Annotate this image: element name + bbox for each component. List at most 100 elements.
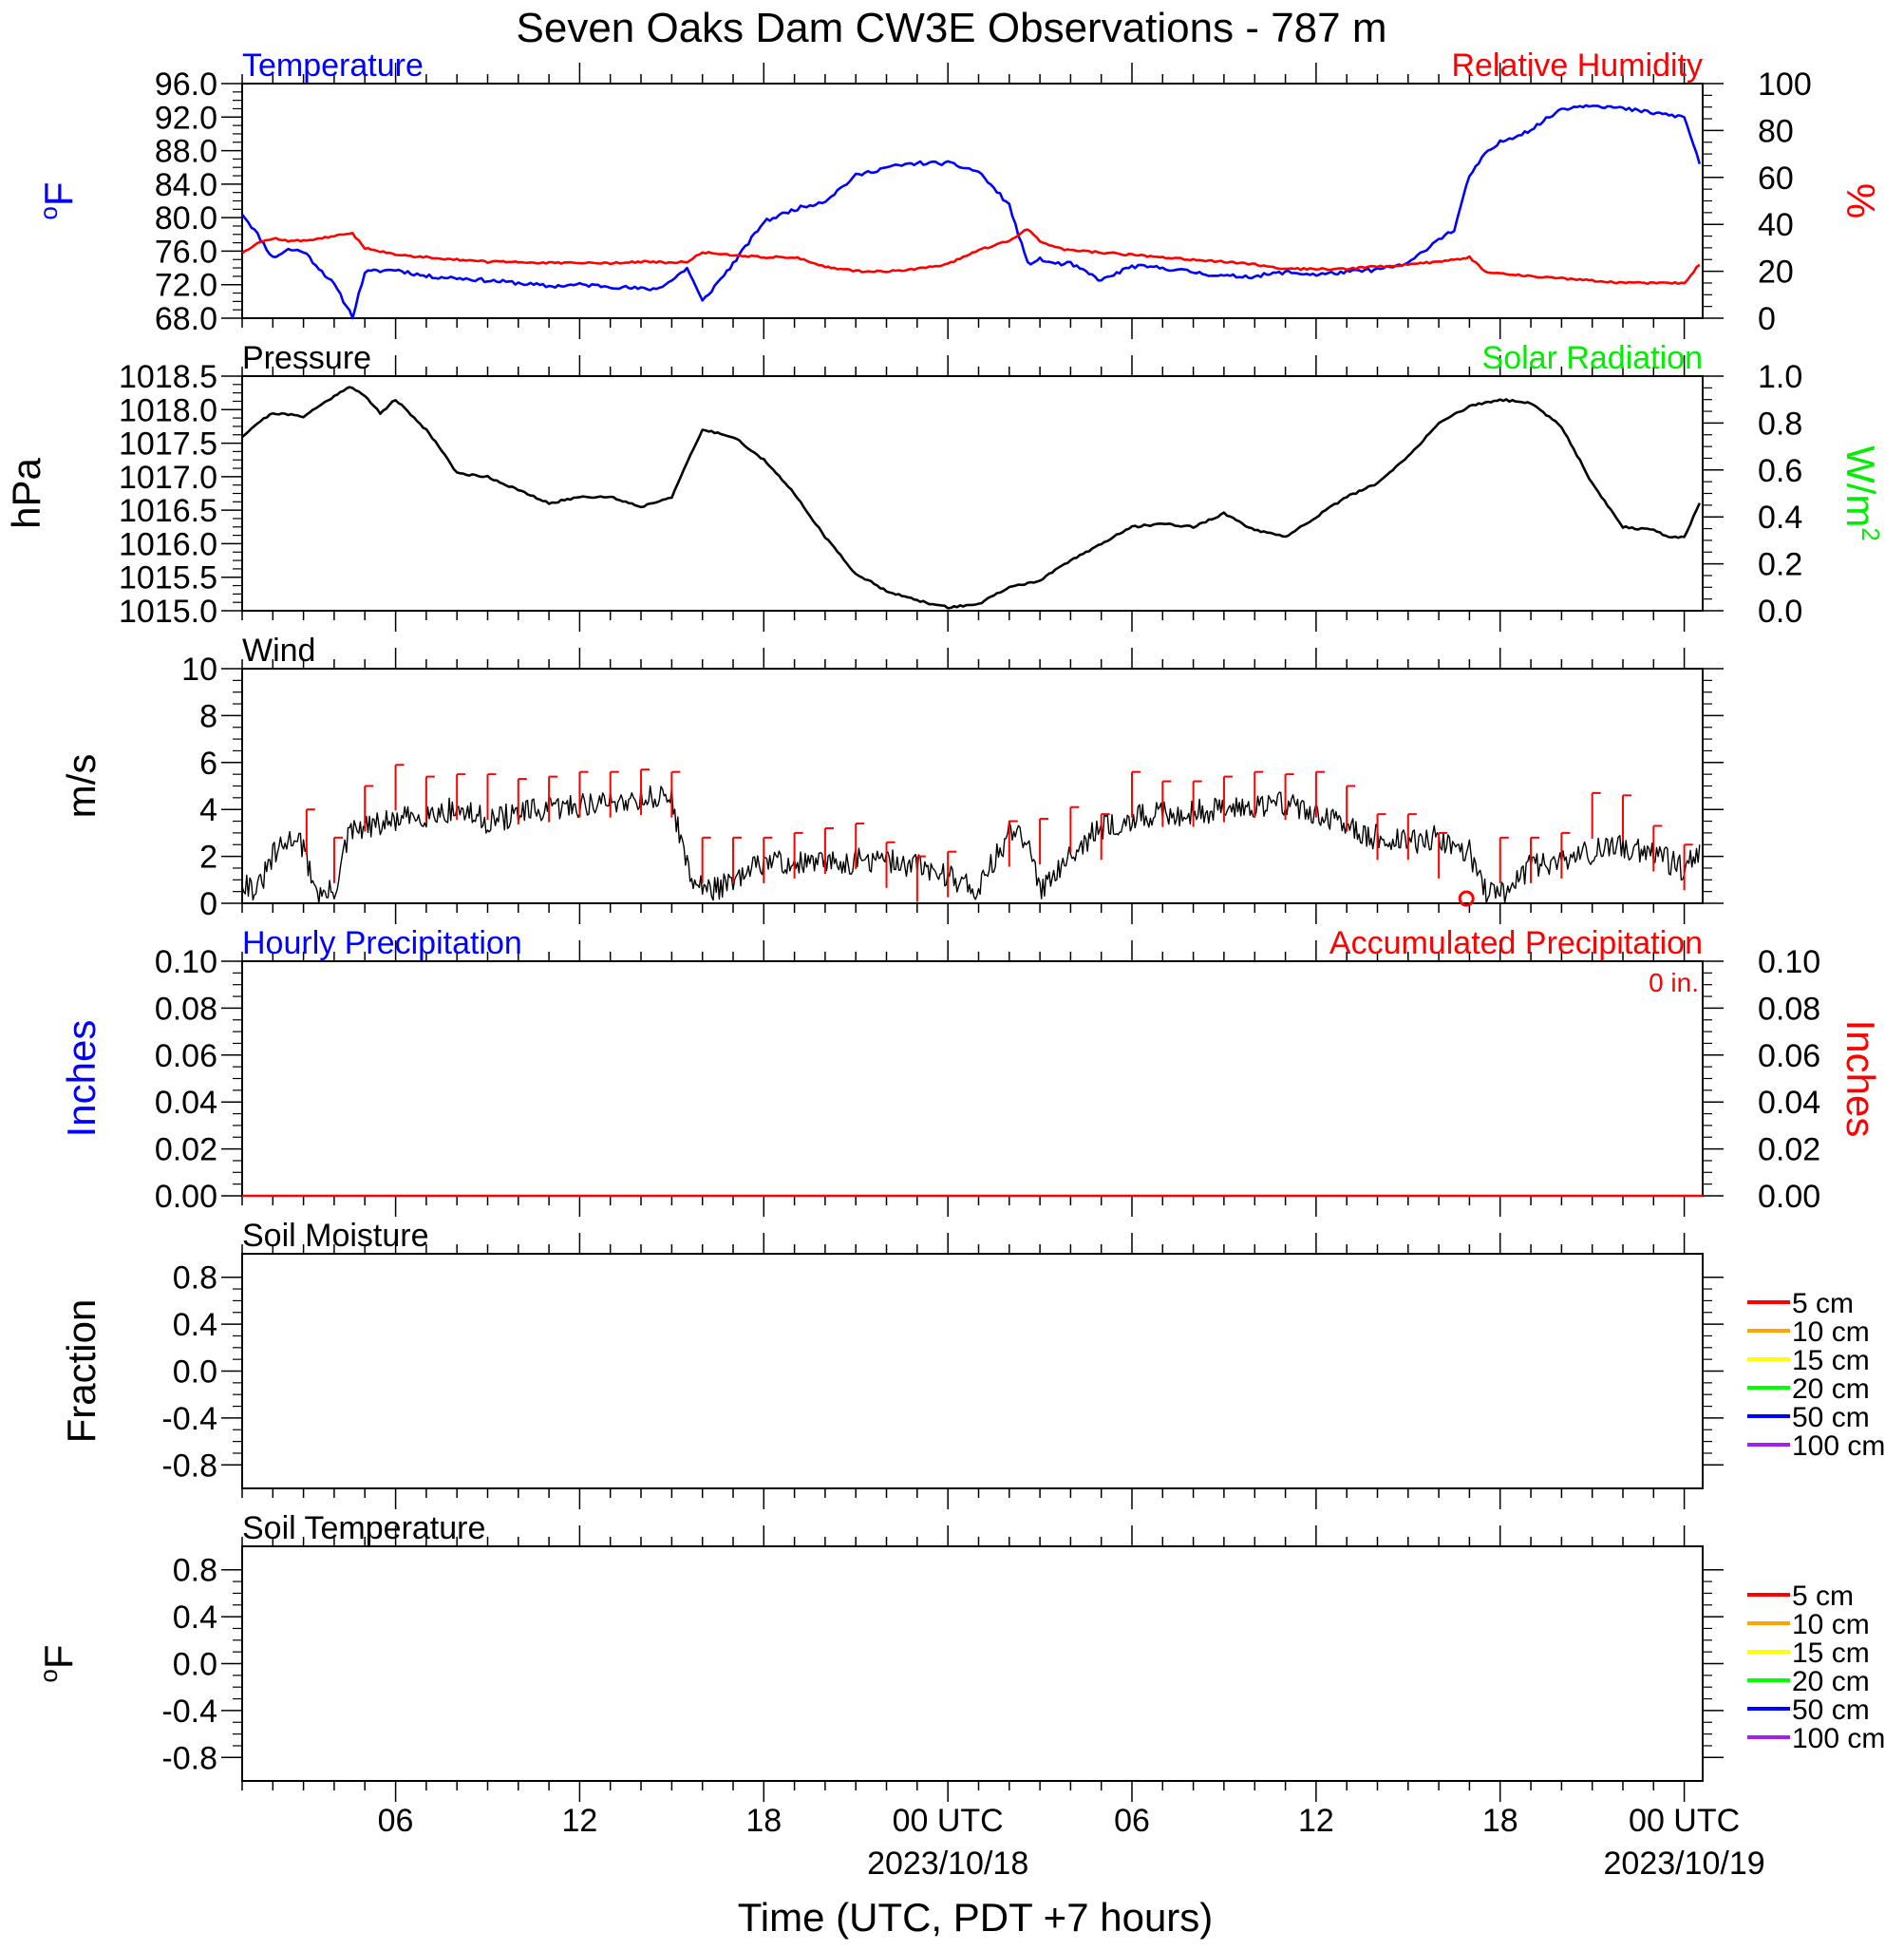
- y-tick-label: 0.10: [155, 944, 217, 980]
- y-tick-label: 96.0: [155, 66, 217, 103]
- legend-label: 15 cm: [1792, 1345, 1870, 1376]
- panel-title-left: Soil Temperature: [242, 1510, 485, 1546]
- y-tick-label: 80.0: [155, 200, 217, 237]
- y-tick-label: 1015.5: [119, 560, 217, 596]
- panel-title-right: Relative Humidity: [1451, 47, 1703, 84]
- y-right-tick-label: 0.6: [1758, 453, 1802, 489]
- panel-soil_moisture: -0.8 -0.4 0.0 0.4 0.8 Soil Moisture Fraction 5 …: [59, 1218, 1885, 1509]
- y-tick-label: 10: [181, 652, 217, 688]
- y-right-tick-label: 0.4: [1758, 500, 1802, 536]
- y-tick-label: 0.8: [173, 1553, 217, 1589]
- x-tick-label: 06: [1114, 1803, 1150, 1839]
- y-tick-label: 2: [199, 840, 217, 876]
- y-right-tick-label: 1.0: [1758, 359, 1802, 395]
- y-right-tick-label: 0.08: [1758, 991, 1820, 1027]
- x-tick-label: 00 UTC: [1629, 1803, 1740, 1839]
- legend-label: 20 cm: [1792, 1373, 1870, 1405]
- x-tick-label: 12: [1298, 1803, 1334, 1839]
- panel-title-left: Soil Moisture: [242, 1218, 429, 1254]
- y-right-tick-label: 100: [1758, 66, 1812, 103]
- legend-label: 100 cm: [1792, 1723, 1885, 1754]
- legend-label: 50 cm: [1792, 1694, 1870, 1726]
- panel-title-left: Hourly Precipitation: [242, 925, 522, 961]
- y-tick-label: -0.4: [161, 1401, 217, 1437]
- panel-title-right: Accumulated Precipitation: [1329, 925, 1703, 961]
- x-tick-label: 06: [378, 1803, 414, 1839]
- y-tick-label: 1016.0: [119, 526, 217, 562]
- y-tick-label: 8: [199, 698, 217, 734]
- legend-label: 100 cm: [1792, 1430, 1885, 1462]
- legend-label: 50 cm: [1792, 1402, 1870, 1433]
- legend-label: 20 cm: [1792, 1666, 1870, 1697]
- y-tick-label: 1016.5: [119, 493, 217, 529]
- y-axis-label-left: m/s: [59, 754, 104, 819]
- y-tick-label: 1018.5: [119, 359, 217, 395]
- legend-label: 5 cm: [1792, 1288, 1854, 1319]
- y-right-tick-label: 0.8: [1758, 406, 1802, 442]
- y-tick-label: 0.0: [173, 1354, 217, 1391]
- y-tick-label: 0.8: [173, 1260, 217, 1297]
- y-right-tick-label: 0: [1758, 301, 1776, 337]
- y-tick-label: 1017.5: [119, 426, 217, 463]
- calm-wind-marker: [1458, 890, 1475, 907]
- panel-precip: 0.00 0.02 0.04 0.06 0.08 0.10 0.00 0.02 0.04 0.06…: [59, 925, 1883, 1217]
- legend-label: 15 cm: [1792, 1638, 1870, 1669]
- y-right-tick-label: 0.02: [1758, 1132, 1820, 1168]
- panel-temp_rh: 68.072.076.080.084.088.092.096.0 0 20 40 60 8…: [34, 47, 1883, 339]
- y-tick-label: 0.02: [155, 1132, 217, 1168]
- y-tick-label: 0.4: [173, 1307, 217, 1343]
- y-right-tick-label: 0.06: [1758, 1038, 1820, 1074]
- y-tick-label: 0.08: [155, 991, 217, 1027]
- temperature-line: [240, 104, 1702, 320]
- y-right-tick-label: 40: [1758, 207, 1794, 243]
- time-axis: 06 12 18 00 UTC 2023/10/18 06 12 18 00 UTC 2023/1…: [378, 1803, 1765, 1882]
- legend-label: 10 cm: [1792, 1316, 1870, 1348]
- y-right-tick-label: 0.10: [1758, 944, 1820, 980]
- y-axis-label-left: oF: [34, 1644, 81, 1682]
- y-axis-label-right: W/m2: [1838, 445, 1885, 541]
- y-right-tick-label: 80: [1758, 113, 1794, 149]
- y-tick-label: -0.8: [161, 1448, 217, 1484]
- y-tick-label: 0.4: [173, 1600, 217, 1636]
- y-tick-label: -0.8: [161, 1740, 217, 1776]
- y-axis-label-right: Inches: [1838, 1020, 1883, 1138]
- x-tick-label: 12: [562, 1803, 598, 1839]
- y-tick-label: 88.0: [155, 134, 217, 170]
- x-axis-label: Time (UTC, PDT +7 hours): [738, 1895, 1214, 1940]
- panel-title-right: Solar Radiation: [1482, 340, 1703, 376]
- y-tick-label: 92.0: [155, 100, 217, 136]
- y-tick-label: 0.04: [155, 1085, 217, 1121]
- humidity-line: [241, 228, 1701, 286]
- panel-title-left: Wind: [242, 633, 315, 669]
- y-axis-label-right: %: [1838, 183, 1883, 218]
- figure-title: Seven Oaks Dam CW3E Observations - 787 m: [517, 5, 1387, 51]
- y-right-tick-label: 60: [1758, 161, 1794, 197]
- y-axis-label-left: Fraction: [59, 1299, 104, 1444]
- y-tick-label: 0.0: [173, 1647, 217, 1683]
- y-tick-label: 72.0: [155, 268, 217, 304]
- y-tick-label: 1018.0: [119, 392, 217, 428]
- x-tick-label: 18: [1482, 1803, 1518, 1839]
- x-tick-label: 00 UTC: [893, 1803, 1004, 1839]
- y-axis-label-left: oF: [34, 181, 81, 219]
- y-axis-label-left: hPa: [4, 457, 48, 528]
- y-tick-label: 0.06: [155, 1038, 217, 1074]
- legend-label: 10 cm: [1792, 1609, 1870, 1640]
- y-right-tick-label: 20: [1758, 255, 1794, 291]
- x-tick-date-label: 2023/10/19: [1604, 1846, 1765, 1882]
- accumulated-total-label: 0 in.: [1649, 968, 1699, 997]
- y-tick-label: 1017.0: [119, 460, 217, 496]
- y-right-tick-label: 0.0: [1758, 594, 1802, 630]
- pressure-line: [241, 386, 1701, 610]
- panel-pressure: 1015.01015.51016.01016.51017.01017.51018…: [4, 340, 1885, 632]
- panel-title-left: Temperature: [242, 47, 424, 84]
- x-tick-date-label: 2023/10/18: [867, 1846, 1028, 1882]
- panel-title-left: Pressure: [242, 340, 371, 376]
- y-right-tick-label: 0.00: [1758, 1179, 1820, 1215]
- wind-speed-line: [241, 785, 1701, 904]
- y-axis-label-left: Inches: [59, 1020, 104, 1138]
